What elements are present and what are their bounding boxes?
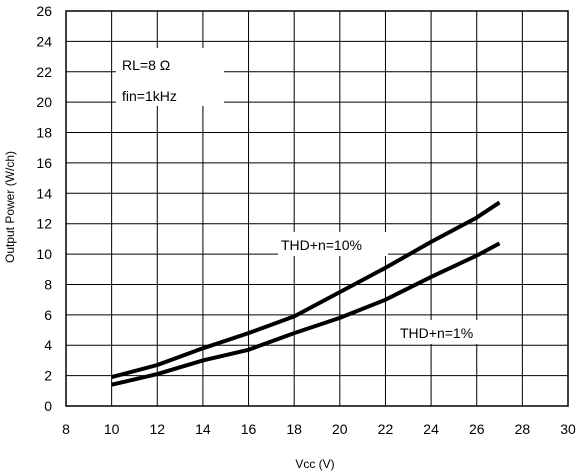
x-tick-label: 20 xyxy=(332,421,348,437)
y-tick-label: 4 xyxy=(44,337,52,353)
label-bg-thd1 xyxy=(398,320,496,344)
annotation-fin: fin=1kHz xyxy=(122,88,177,104)
x-tick-label: 10 xyxy=(104,421,120,437)
x-tick-label: 28 xyxy=(515,421,531,437)
x-tick-label: 22 xyxy=(378,421,394,437)
y-tick-label: 6 xyxy=(44,307,52,323)
series-label-thd1: THD+n=1% xyxy=(400,325,473,341)
y-tick-label: 24 xyxy=(36,33,52,49)
y-tick-label: 18 xyxy=(36,125,52,141)
y-tick-label: 10 xyxy=(36,246,52,262)
y-tick-label: 2 xyxy=(44,368,52,384)
y-tick-label: 26 xyxy=(36,3,52,19)
y-tick-label: 20 xyxy=(36,94,52,110)
y-tick-label: 0 xyxy=(44,398,52,414)
x-axis-label: Vcc (V) xyxy=(295,457,334,471)
x-tick-label: 12 xyxy=(149,421,165,437)
series-line xyxy=(111,200,501,380)
y-tick-label: 8 xyxy=(44,276,52,292)
conditions-box xyxy=(116,48,224,106)
label-bg-thd10 xyxy=(278,232,388,256)
x-tick-label: 30 xyxy=(560,421,576,437)
plot-frame xyxy=(65,10,569,407)
y-tick-label: 14 xyxy=(36,185,52,201)
x-tick-label: 24 xyxy=(423,421,439,437)
x-tick-label: 14 xyxy=(195,421,211,437)
series-line xyxy=(111,241,501,387)
annotation-rl: RL=8 Ω xyxy=(122,57,170,73)
y-axis-label: Output Power (W/ch) xyxy=(3,151,17,263)
y-tick-label: 16 xyxy=(36,155,52,171)
x-tick-label: 18 xyxy=(286,421,302,437)
x-tick-label: 26 xyxy=(469,421,485,437)
x-tick-label: 8 xyxy=(62,421,70,437)
series-label-thd10: THD+n=10% xyxy=(281,237,362,253)
x-tick-label: 16 xyxy=(241,421,257,437)
y-tick-label: 22 xyxy=(36,64,52,80)
series-lines xyxy=(111,200,501,387)
y-tick-label: 12 xyxy=(36,216,52,232)
x-tick-labels: 8 10 12 14 16 18 20 22 24 26 28 30 xyxy=(62,421,576,437)
